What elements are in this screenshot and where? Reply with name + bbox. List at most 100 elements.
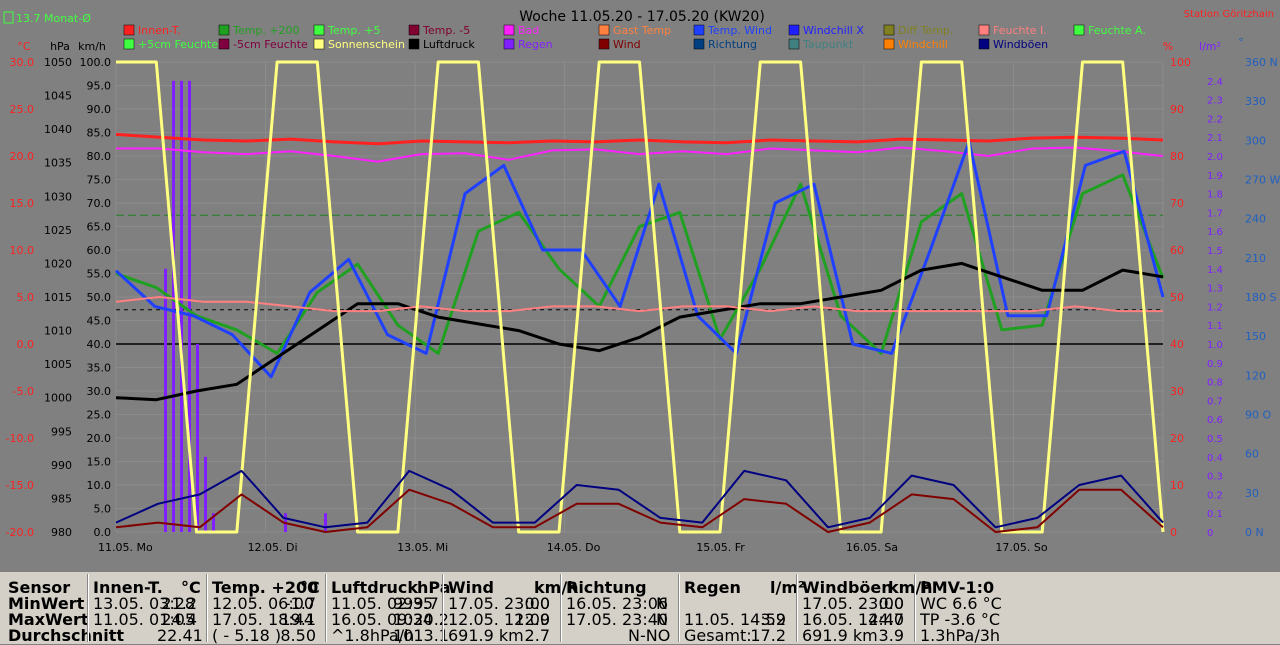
legend-label: Regen bbox=[518, 38, 553, 51]
legend-label: Feuchte I. bbox=[993, 24, 1047, 37]
axis-label-wind: km/h bbox=[78, 40, 106, 53]
series-line bbox=[116, 60, 1165, 534]
tick-humidity: 80 bbox=[1170, 150, 1184, 163]
series-layer bbox=[114, 60, 1165, 534]
tick-wind: 80.0 bbox=[87, 150, 112, 163]
tick-wind: 90.0 bbox=[87, 103, 112, 116]
stats-cell-label: 17.05. 18:44 bbox=[212, 610, 315, 629]
tick-wind: 40.0 bbox=[87, 338, 112, 351]
tick-direction: 150 bbox=[1245, 330, 1266, 343]
tick-wind: 10.0 bbox=[87, 479, 112, 492]
stats-cell-value: 0.0 bbox=[524, 594, 550, 613]
tick-direction: 330 bbox=[1245, 95, 1266, 108]
tick-rain: 1.4 bbox=[1207, 265, 1223, 276]
legend-label: Gast Temp bbox=[613, 24, 671, 37]
stats-cell-value: 3.2 bbox=[760, 610, 786, 629]
tick-wind: 55.0 bbox=[87, 268, 112, 281]
stats-cell-value: 24.4 bbox=[161, 610, 197, 629]
tick-direction: 360 N bbox=[1245, 56, 1278, 69]
tick-rain: 1.2 bbox=[1207, 302, 1223, 313]
stats-cell-label: WC 6.6 °C bbox=[920, 594, 1002, 613]
tick-rain: 0.5 bbox=[1207, 434, 1223, 445]
legend-label: Richtung bbox=[708, 38, 757, 51]
tick-direction: 210 bbox=[1245, 252, 1266, 265]
stats-cell-label: 16.05. 09:34 bbox=[331, 610, 434, 629]
stats-cell-value: 12.9 bbox=[514, 610, 550, 629]
tick-day: 16.05. Sa bbox=[846, 541, 898, 554]
rain-bar bbox=[324, 513, 327, 532]
rain-bar bbox=[212, 513, 215, 532]
legend-label: Bad bbox=[518, 24, 539, 37]
stats-unit: °C bbox=[300, 578, 320, 597]
tick-pressure: 980 bbox=[51, 526, 72, 539]
tick-rain: 1.5 bbox=[1207, 246, 1223, 257]
tick-rain: 0.2 bbox=[1207, 490, 1223, 501]
tick-pressure: 1015 bbox=[44, 291, 72, 304]
stats-cell-label: MaxWert bbox=[8, 610, 89, 629]
tick-humidity: 30 bbox=[1170, 385, 1184, 398]
rain-bar bbox=[188, 80, 191, 533]
stats-header: Richtung bbox=[566, 578, 647, 597]
series-line bbox=[114, 140, 1165, 379]
tick-temp: 0.0 bbox=[17, 338, 35, 351]
stats-cell-value: 1020.2 bbox=[393, 610, 449, 629]
weather-chart: °C hPa km/h 30.0 25.0 20.0 15.0 10.0 5.0 0.0 -5.0 -… bbox=[3, 9, 1280, 554]
stats-cell-label: 17.05. 23:00 bbox=[448, 594, 551, 613]
stats-header: Temp. +200 bbox=[212, 578, 319, 597]
tick-wind: 95.0 bbox=[87, 80, 112, 93]
tick-temp: -5.0 bbox=[13, 385, 34, 398]
axis-label-temp: °C bbox=[17, 40, 31, 53]
rain-bar bbox=[164, 268, 167, 532]
legend-label: Wind bbox=[613, 38, 641, 51]
tick-temp: -20.0 bbox=[6, 526, 34, 539]
tick-wind: 60.0 bbox=[87, 244, 112, 257]
tick-humidity: 70 bbox=[1170, 197, 1184, 210]
legend-label: +5cm Feuchte bbox=[138, 38, 218, 51]
tick-direction: 90 O bbox=[1245, 409, 1271, 422]
tick-pressure: 1020 bbox=[44, 257, 72, 270]
legend-label: Temp. Wind bbox=[707, 24, 772, 37]
chart-title: Woche 11.05.20 - 17.05.20 (KW20) bbox=[519, 9, 765, 25]
stats-cell-label: 11.05. 02:35 bbox=[331, 594, 434, 613]
legend-swatch bbox=[123, 38, 135, 50]
axes: °C hPa km/h 30.0 25.0 20.0 15.0 10.0 5.0 0.0 -5.0 -… bbox=[6, 36, 1280, 554]
tick-wind: 75.0 bbox=[87, 174, 112, 187]
legend-swatch bbox=[693, 24, 705, 36]
tick-pressure: 1005 bbox=[44, 358, 72, 371]
tick-humidity: 60 bbox=[1170, 244, 1184, 257]
stats-cell-label: 13.05. 03:28 bbox=[93, 594, 196, 613]
tick-temp: 10.0 bbox=[10, 244, 35, 257]
stats-cell-label: 1.3hPa/3h bbox=[920, 626, 1001, 645]
badge-label: 13.7 Monat-Ø bbox=[16, 12, 91, 25]
tick-pressure: 1035 bbox=[44, 157, 72, 170]
legend-swatch bbox=[313, 38, 325, 50]
series-line bbox=[115, 132, 1164, 146]
stats-cell-label: 12.05. 12:00 bbox=[448, 610, 551, 629]
tick-day: 12.05. Di bbox=[248, 541, 298, 554]
tick-rain: 0.4 bbox=[1207, 453, 1223, 464]
stats-cell-value: 19.1 bbox=[280, 610, 316, 629]
stats-separator bbox=[325, 574, 327, 642]
legend-swatch bbox=[123, 24, 135, 36]
tick-temp: -10.0 bbox=[6, 432, 34, 445]
stats-cell-value: 17.2 bbox=[750, 626, 786, 645]
legend-swatch bbox=[503, 38, 515, 50]
stats-cell-label: ^1.8hPa/h bbox=[331, 626, 415, 645]
tick-wind: 100.0 bbox=[80, 56, 112, 69]
stats-cell-label: 11.05. 01:05 bbox=[93, 610, 196, 629]
stats-header: Windböen bbox=[802, 578, 893, 597]
legend-label: Temp. -5 bbox=[422, 24, 470, 37]
series-line bbox=[115, 488, 1164, 533]
stats-header: Luftdruck bbox=[331, 578, 419, 597]
stats-unit: l/m² bbox=[770, 578, 806, 597]
stats-cell-value: N bbox=[656, 594, 668, 613]
tick-pressure: 990 bbox=[51, 459, 72, 472]
legend-label: Temp. +200 bbox=[232, 24, 300, 37]
tick-temp: 5.0 bbox=[17, 291, 35, 304]
stats-cell-label: Durchschnitt bbox=[8, 626, 125, 645]
stats-unit: km/h bbox=[534, 578, 579, 597]
stats-cell-value: 999.7 bbox=[393, 594, 439, 613]
stats-cell-label: MinWert bbox=[8, 594, 85, 613]
tick-rain: 0.1 bbox=[1207, 509, 1223, 520]
legend-label: Innen-T. bbox=[138, 24, 181, 37]
